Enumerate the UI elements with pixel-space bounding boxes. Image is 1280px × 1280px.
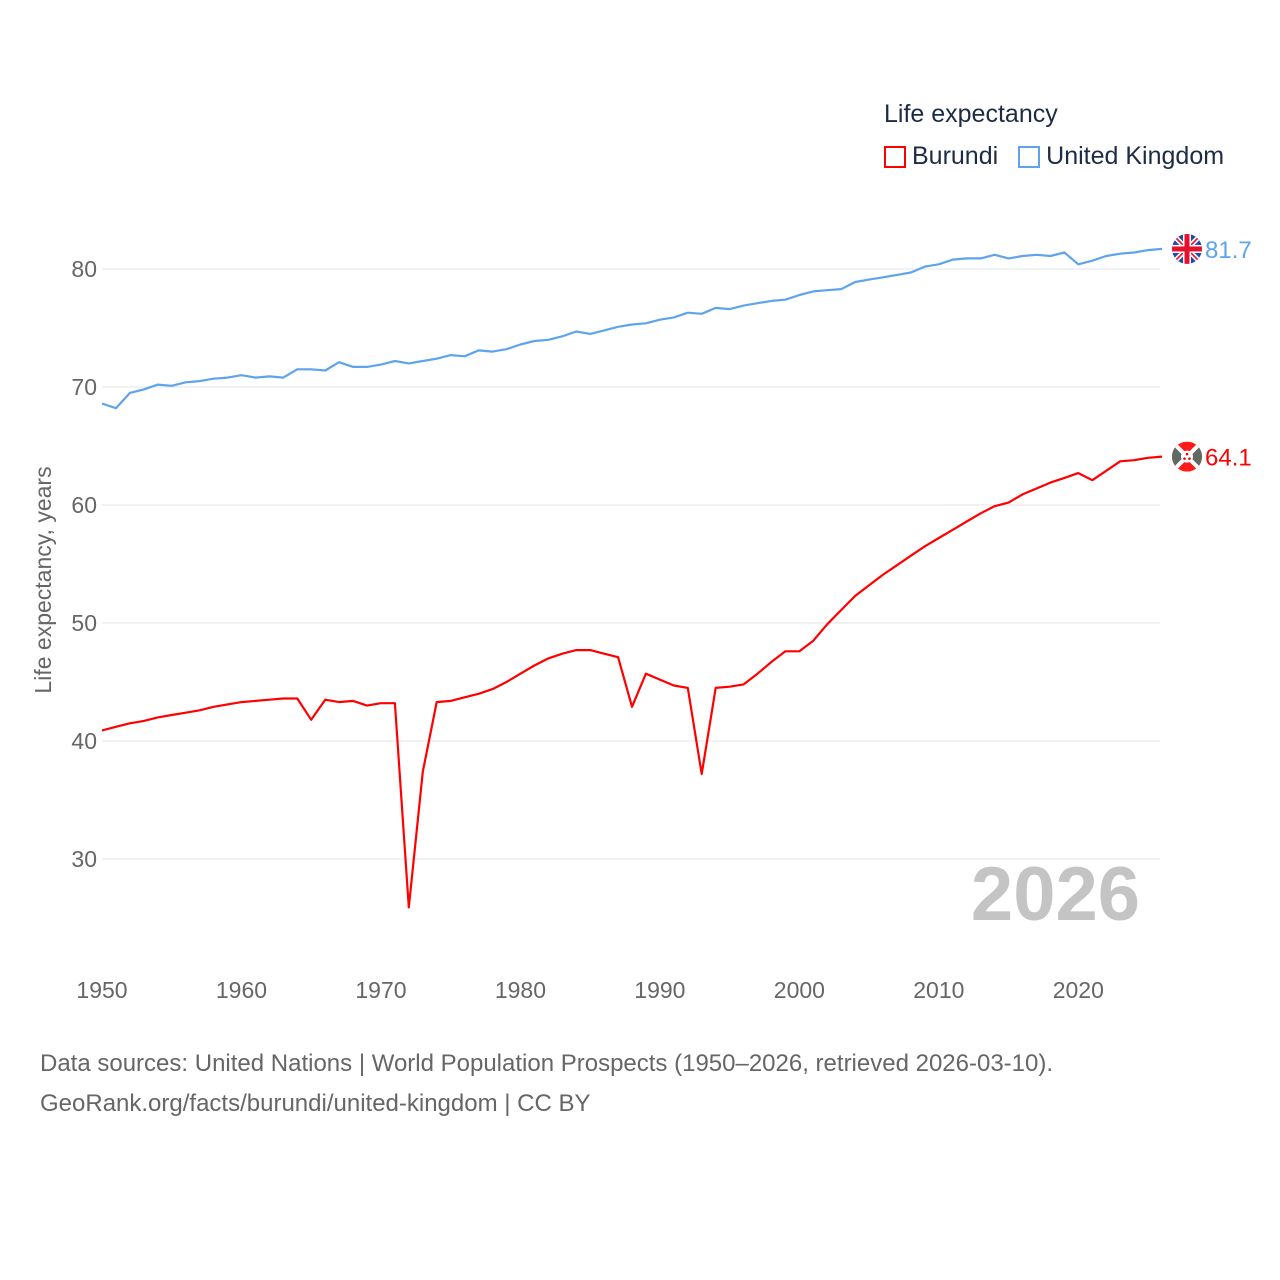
flag-star	[1185, 452, 1189, 456]
data-sources: Data sources: United Nations | World Pop…	[40, 1050, 1054, 1077]
x-tick-label: 1980	[495, 977, 546, 1003]
series-line-united-kingdom	[101, 247, 1163, 410]
x-tick-label: 2000	[774, 977, 825, 1003]
legend-item-burundi[interactable]: Burundi	[884, 142, 998, 171]
flag-star	[1188, 457, 1191, 460]
x-tick-label: 1950	[76, 977, 127, 1003]
flag-right	[1187, 441, 1202, 472]
flag-body	[1172, 233, 1202, 264]
credit-link[interactable]: GeoRank.org/facts/burundi/united-kingdom…	[40, 1090, 591, 1117]
legend-label: Burundi	[912, 142, 999, 170]
footer: Data sources: United Nations | World Pop…	[40, 1044, 1053, 1124]
legend-swatch-united-kingdom	[1018, 145, 1041, 168]
flag-body	[1172, 441, 1202, 472]
end-value-label: 64.1	[1205, 445, 1252, 472]
y-tick-label: 50	[71, 610, 97, 636]
x-tick-label: 1970	[355, 977, 406, 1003]
burundi-flag-icon	[1172, 441, 1202, 472]
x-tick-label: 2010	[913, 977, 964, 1003]
y-tick-label: 60	[71, 492, 97, 518]
flag-disc	[1181, 450, 1193, 463]
legend: Burundi United Kingdom	[884, 142, 1224, 171]
x-tick-label: 2020	[1053, 977, 1104, 1003]
y-tick-label: 80	[71, 256, 97, 282]
series-line-burundi	[101, 455, 1163, 909]
y-tick-label: 40	[71, 728, 97, 754]
legend-item-united-kingdom[interactable]: United Kingdom	[1018, 142, 1224, 171]
legend-swatch-burundi	[884, 145, 906, 168]
end-value-label: 81.7	[1205, 237, 1252, 264]
y-axis-label: Life expectancy, years	[30, 466, 56, 693]
flag-left	[1172, 441, 1187, 472]
flag-star	[1183, 457, 1186, 460]
x-tick-label: 1960	[216, 977, 267, 1003]
legend-title: Life expectancy	[884, 100, 1058, 128]
flag-cross-red	[1184, 233, 1190, 264]
legend-label: United Kingdom	[1046, 142, 1225, 170]
year-watermark: 2026	[971, 852, 1140, 937]
y-tick-label: 70	[71, 374, 97, 400]
x-tick-label: 1990	[634, 977, 685, 1003]
united-kingdom-flag-icon	[1172, 233, 1202, 264]
y-tick-label: 30	[71, 846, 97, 872]
